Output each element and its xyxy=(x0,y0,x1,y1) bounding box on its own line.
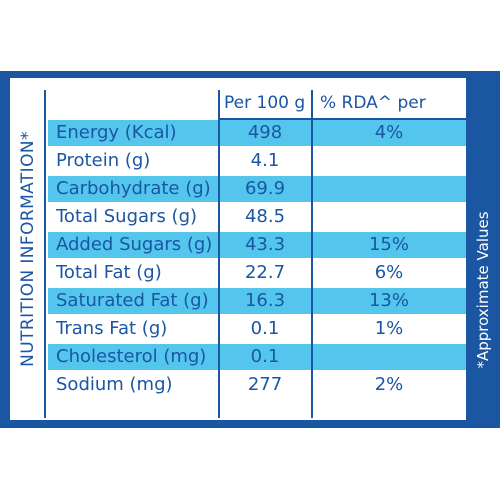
nutrient-name: Saturated Fat (g) xyxy=(56,290,209,311)
table-row: Total Sugars (g) 48.5 xyxy=(48,204,466,230)
rda-value xyxy=(312,148,466,174)
header-underline xyxy=(220,118,466,120)
nutrient-name: Energy (Kcal) xyxy=(56,122,177,143)
approximate-values-footnote: *Approximate Values xyxy=(474,211,492,369)
nutrient-name: Cholesterol (mg) xyxy=(56,346,207,367)
table-row: Saturated Fat (g) 16.3 13% xyxy=(48,288,466,314)
per-100g-value: 43.3 xyxy=(244,234,286,255)
per-100g-value: 0.1 xyxy=(250,318,280,339)
nutrient-name: Total Sugars (g) xyxy=(56,206,198,227)
nutrient-name: Sodium (mg) xyxy=(56,374,173,395)
nutrient-name: Carbohydrate (g) xyxy=(56,178,211,199)
per-100g-value: 4.1 xyxy=(250,150,280,171)
rda-value: 13% xyxy=(368,290,409,311)
nutrition-information-label: NUTRITION INFORMATION* xyxy=(18,131,38,367)
rda-value xyxy=(312,176,466,202)
table-row: Total Fat (g) 22.7 6% xyxy=(48,260,466,286)
per-100g-column-divider xyxy=(218,90,220,418)
table-row: Carbohydrate (g) 69.9 xyxy=(48,176,466,202)
rda-value: 15% xyxy=(368,234,409,255)
left-table-divider xyxy=(44,90,46,418)
rda-value xyxy=(312,204,466,230)
per-100g-value: 48.5 xyxy=(244,206,286,227)
nutrient-name: Added Sugars (g) xyxy=(56,234,213,255)
table-row: Added Sugars (g) 43.3 15% xyxy=(48,232,466,258)
rda-value: 2% xyxy=(374,374,404,395)
per-100g-value: 69.9 xyxy=(244,178,286,199)
per-100g-header: Per 100 g xyxy=(224,93,306,113)
nutrient-name: Total Fat (g) xyxy=(56,262,162,283)
rda-value: 6% xyxy=(374,262,404,283)
nutrient-name: Trans Fat (g) xyxy=(56,318,168,339)
nutrition-information-label-strip: NUTRITION INFORMATION* xyxy=(10,78,46,420)
table-row: Protein (g) 4.1 xyxy=(48,148,466,174)
rda-header: % RDA^ per serve xyxy=(320,93,426,145)
nutrient-name: Protein (g) xyxy=(56,150,151,171)
rda-value: 4% xyxy=(374,122,404,143)
per-100g-value: 22.7 xyxy=(244,262,286,283)
table-row: Trans Fat (g) 0.1 1% xyxy=(48,316,466,342)
table-row: Energy (Kcal) 498 4% xyxy=(48,120,466,146)
per-100g-value: 498 xyxy=(247,122,283,143)
per-100g-value: 277 xyxy=(247,374,283,395)
per-100g-value: 0.1 xyxy=(250,346,280,367)
rda-value: 1% xyxy=(374,318,404,339)
rda-value xyxy=(312,344,466,370)
per-100g-value: 16.3 xyxy=(244,290,286,311)
table-row: Cholesterol (mg) 0.1 xyxy=(48,344,466,370)
rda-column-divider xyxy=(311,90,313,418)
footnote-strip: *Approximate Values xyxy=(466,78,500,420)
table-row: Sodium (mg) 277 2% xyxy=(48,372,466,398)
